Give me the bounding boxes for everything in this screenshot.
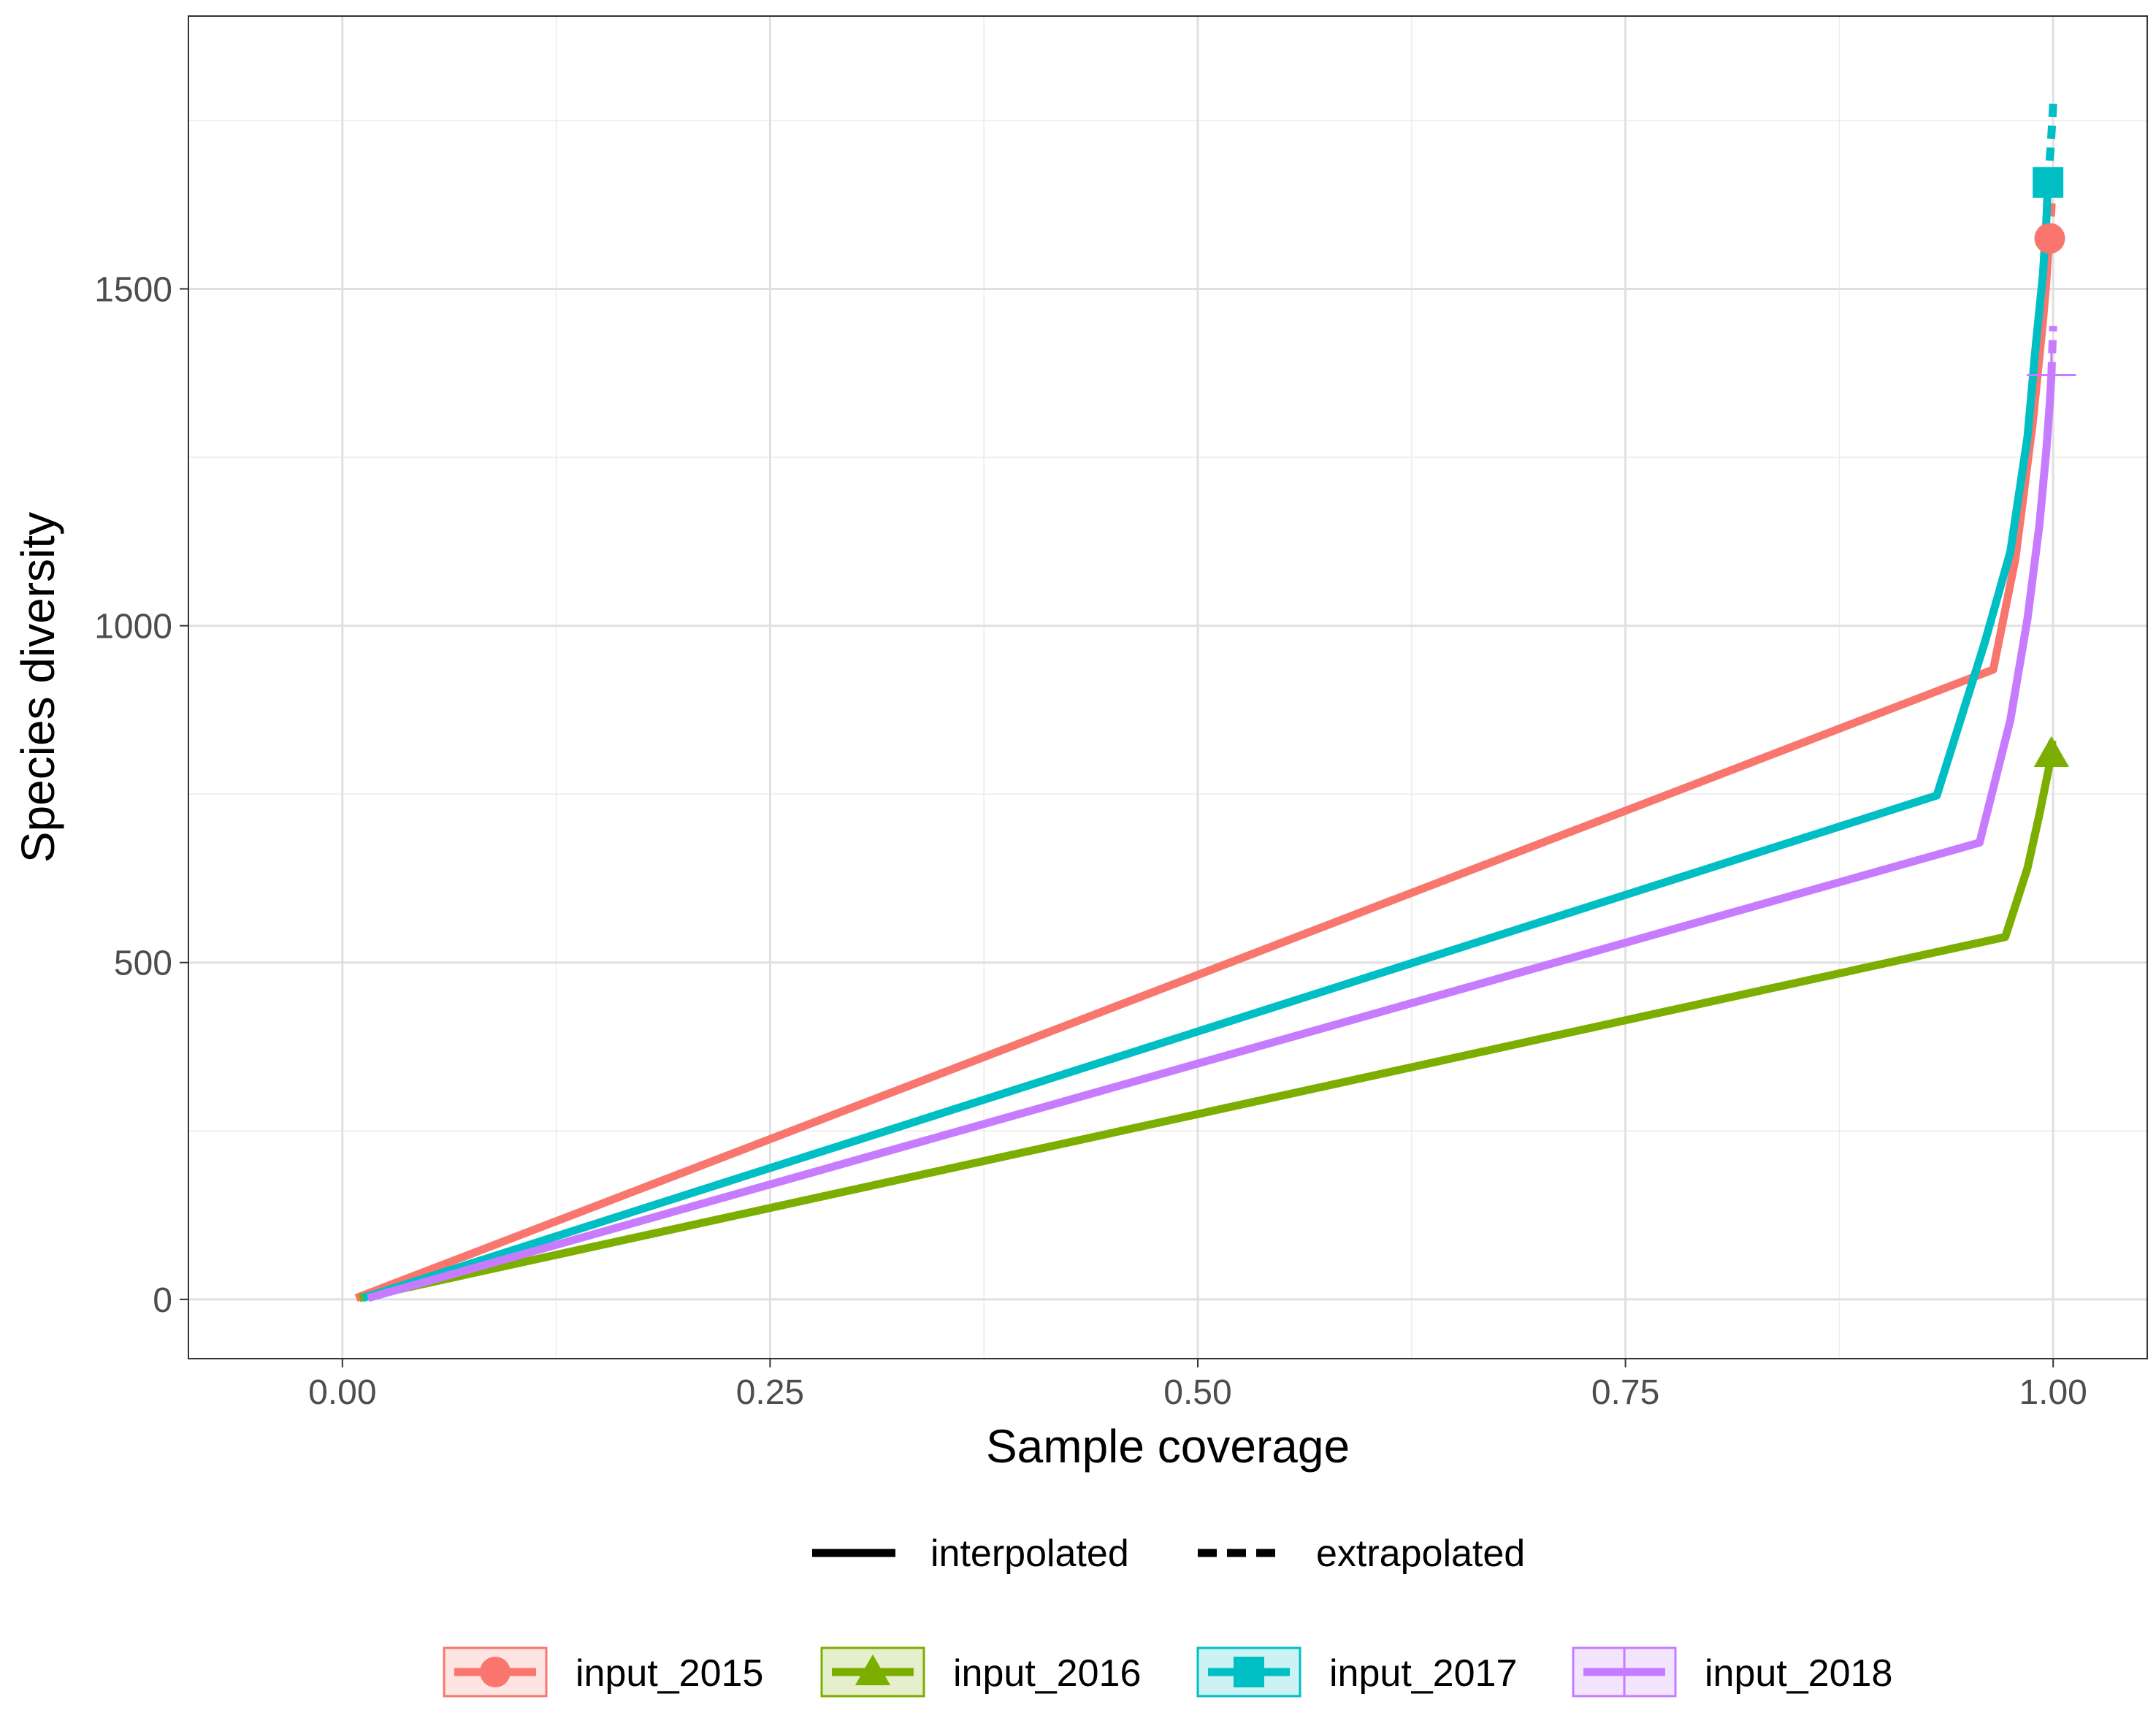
x-tick-label: 0.25: [736, 1373, 804, 1412]
legend-series-label: input_2017: [1329, 1652, 1517, 1695]
x-tick-label: 1.00: [2019, 1373, 2087, 1412]
legend-series-label: input_2016: [953, 1652, 1141, 1695]
y-tick-label: 0: [153, 1281, 172, 1320]
series-markers: [2027, 167, 2076, 767]
legend-key-marker: [1234, 1657, 1264, 1687]
series-legend: input_2015 input_2016 input_2017 input_2018: [443, 1646, 1892, 1698]
legend-key-marker: [855, 1654, 891, 1686]
legend-key-marker: [480, 1657, 511, 1687]
observed-marker-square: [2033, 167, 2064, 198]
line-type-legend: interpolated extrapolated: [812, 1533, 1525, 1575]
line-type-label: extrapolated: [1316, 1533, 1525, 1575]
legend-series-label: input_2018: [1705, 1652, 1892, 1695]
x-tick-label: 0.50: [1163, 1373, 1231, 1412]
legend-series-label: input_2015: [576, 1652, 763, 1695]
observed-marker-triangle: [2033, 736, 2069, 767]
x-tick-label: 0.75: [1591, 1373, 1659, 1412]
y-tick-label: 500: [114, 944, 172, 983]
y-tick-label: 1000: [94, 608, 172, 646]
x-axis-title: Sample coverage: [986, 1420, 1350, 1473]
y-tick-label: 1500: [94, 271, 172, 310]
line-type-label: interpolated: [930, 1533, 1129, 1575]
series-line-interpolated: [367, 375, 2056, 1302]
y-axis-title: Species diversity: [12, 512, 64, 863]
panel-border: [188, 15, 2148, 1359]
axes: 0.00 0.25 0.50 0.75 1.00 0 500 1000 1500: [94, 271, 2087, 1412]
series-line-extrapolated: [2044, 103, 2057, 183]
grid-lines: [188, 16, 2147, 1359]
x-tick-label: 0.00: [308, 1373, 376, 1412]
observed-marker-circle: [2034, 223, 2065, 254]
